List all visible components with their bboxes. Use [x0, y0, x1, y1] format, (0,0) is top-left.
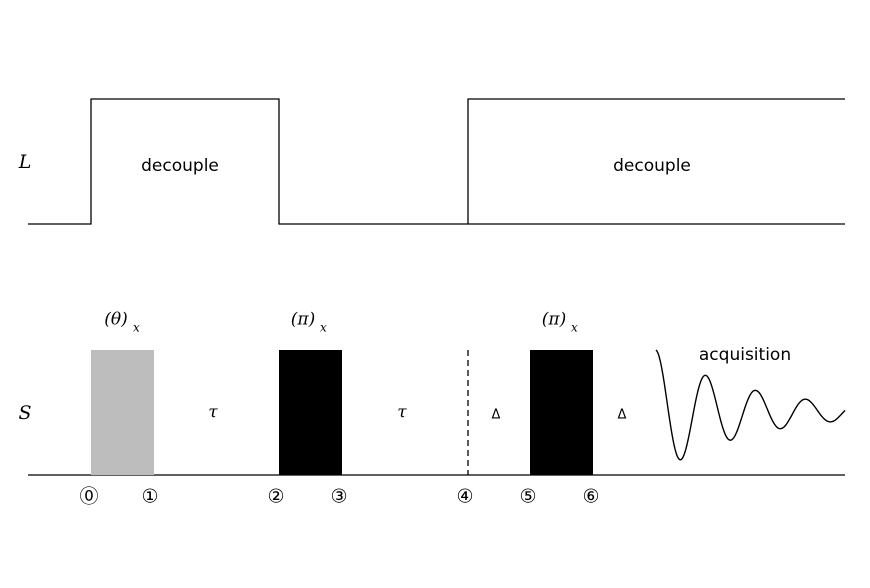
time-point: ③ — [330, 486, 347, 508]
time-point: ④ — [456, 486, 473, 508]
time-point: ⓪ — [79, 486, 98, 508]
delay-label: Δ — [492, 408, 501, 423]
block-label: decouple — [141, 156, 219, 176]
pulse-subscript: x — [133, 321, 140, 335]
channel-label: L — [18, 151, 32, 173]
pulse-subscript: x — [320, 321, 327, 335]
block-label: decouple — [613, 156, 691, 176]
delay-label: Δ — [618, 408, 627, 423]
pulse — [279, 350, 342, 475]
time-point: ② — [267, 486, 284, 508]
time-point: ⑤ — [519, 486, 536, 508]
pulse — [530, 350, 593, 475]
pulse-subscript: x — [571, 321, 578, 335]
pulse-label: (θ) — [104, 310, 128, 330]
channel-label: S — [18, 402, 31, 424]
delay-label: τ — [397, 403, 407, 423]
time-points: ⓪ ① ② ③ ④ ⑤ ⑥ — [79, 486, 599, 508]
fid-signal — [655, 349, 846, 461]
pulse — [91, 350, 154, 475]
pulse-label: (π) — [291, 310, 315, 330]
delay-label: τ — [208, 403, 218, 423]
time-point: ① — [141, 486, 158, 508]
l-channel-line — [28, 98, 845, 225]
pulse-label: (π) — [542, 310, 566, 330]
acquisition-label: acquisition — [699, 345, 791, 365]
time-point: ⑥ — [582, 486, 599, 508]
